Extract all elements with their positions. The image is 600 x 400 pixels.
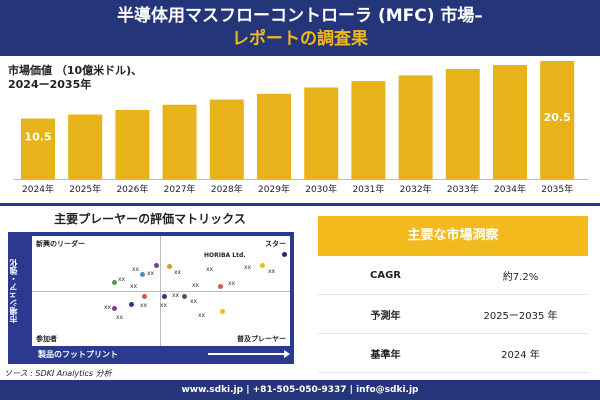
matrix-placeholder-label: xx xyxy=(140,302,148,309)
matrix-dot xyxy=(220,309,225,314)
matrix-placeholder-label: xx xyxy=(172,292,180,299)
matrix-x-axis-label: 製品のフットプリント xyxy=(38,350,118,359)
matrix-dot xyxy=(162,294,167,299)
matrix-placeholder-label: xx xyxy=(132,266,140,273)
x-tick-label: 2035年 xyxy=(541,183,573,195)
matrix-placeholder-label: xx xyxy=(244,264,252,271)
x-tick-label: 2024年 xyxy=(22,183,54,195)
quadrant-top-left-label: 新興のリーダー xyxy=(36,240,85,248)
section-divider xyxy=(0,203,600,206)
insight-row: 予測年 2025ー2035 年 xyxy=(318,295,588,334)
bar-2029年 xyxy=(257,93,291,179)
bar-2026年 xyxy=(115,109,150,179)
matrix-placeholder-label: xx xyxy=(174,269,182,276)
bar-2032年 xyxy=(398,75,433,179)
bar-2030年 xyxy=(304,87,339,179)
header-banner: 半導体用マスフローコントローラ (MFC) 市場– レポートの調査果 xyxy=(0,0,600,56)
matrix-dot xyxy=(167,264,172,269)
bar-2027年 xyxy=(162,104,197,179)
matrix-dot xyxy=(112,306,117,311)
matrix-placeholder-label: xx xyxy=(190,298,198,305)
quadrant-top-right-label: スター xyxy=(265,240,286,248)
quadrant-bottom-left-label: 参加者 xyxy=(36,335,57,343)
x-tick-label: 2026年 xyxy=(116,183,148,195)
matrix-placeholder-label: xx xyxy=(206,266,214,273)
matrix-dot xyxy=(129,302,134,307)
bar-2035年 xyxy=(540,61,575,179)
matrix-dot xyxy=(282,252,287,257)
matrix-dot xyxy=(260,263,265,268)
market-value-bar-chart: 2024年 10.5 2025年 2026年 2027年 2028年 2029年 2030年 2… xyxy=(14,61,588,195)
report-title: 半導体用マスフローコントローラ (MFC) 市場– xyxy=(117,6,483,26)
quadrant-bottom-right-label: 普及プレーヤー xyxy=(237,335,286,343)
x-tick-label: 2033年 xyxy=(447,183,479,195)
x-tick-label: 2027年 xyxy=(164,183,196,195)
matrix-y-axis-label: 市場シェア・強化 xyxy=(9,259,18,323)
matrix-dot xyxy=(182,294,187,299)
contact-footer: www.sdki.jp | +81-505-050-9337 | info@sd… xyxy=(0,380,600,400)
bar-value-label: 20.5 xyxy=(544,111,571,124)
matrix-vertical-divider xyxy=(160,236,161,346)
insights-title: 主要な市場洞察 xyxy=(318,216,588,256)
highlight-company-label: HORIBA Ltd. xyxy=(204,252,246,259)
matrix-placeholder-label: xx xyxy=(192,282,200,289)
chart-description-line1: 市場価値 （10億米ドル)、 xyxy=(8,64,143,77)
bar-2025年 xyxy=(68,114,103,179)
matrix-placeholder-label: xx xyxy=(116,314,124,321)
matrix-title: 主要プレーヤーの評価マトリックス xyxy=(54,212,246,226)
x-tick-label: 2034年 xyxy=(494,183,526,195)
matrix-dot xyxy=(218,284,223,289)
x-tick-label: 2030年 xyxy=(305,183,337,195)
matrix-placeholder-label: xx xyxy=(118,276,126,283)
matrix-horizontal-divider xyxy=(32,291,290,292)
x-tick-label: 2031年 xyxy=(352,183,384,195)
insight-key: 基準年 xyxy=(370,349,401,361)
x-axis-arrow-icon xyxy=(208,350,290,358)
matrix-plot-area: 新興のリーダー スター 参加者 普及プレーヤー HORIBA Ltd. xx x… xyxy=(32,236,290,346)
x-tick-label: 2029年 xyxy=(258,183,290,195)
chart-description: 市場価値 （10億米ドル)、 2024ー2035年 xyxy=(8,64,142,92)
insight-key: CAGR xyxy=(370,269,401,281)
insight-value: 約7.2% xyxy=(502,271,539,283)
insight-row: CAGR 約7.2% xyxy=(318,256,588,295)
bar-2031年 xyxy=(351,81,386,179)
bar-2034年 xyxy=(493,65,527,179)
bar-2028年 xyxy=(209,99,244,179)
matrix-dot xyxy=(140,272,145,277)
bar-2024年 xyxy=(21,118,55,179)
matrix-placeholder-label: xx xyxy=(268,268,276,275)
source-note: ソース : SDKI Analytics 分析 xyxy=(4,369,112,378)
insight-value: 2024 年 xyxy=(501,349,540,361)
insight-value: 2025ー2035 年 xyxy=(483,310,558,322)
report-subtitle: レポートの調査果 xyxy=(232,29,368,49)
matrix-placeholder-label: xx xyxy=(228,280,236,287)
matrix-dot xyxy=(142,294,147,299)
matrix-placeholder-label: xx xyxy=(130,283,138,290)
matrix-placeholder-label: xx xyxy=(198,312,206,319)
matrix-placeholder-label: xx xyxy=(147,270,155,277)
matrix-placeholder-label: xx xyxy=(104,304,112,311)
x-tick-label: 2028年 xyxy=(211,183,243,195)
market-insights-table: 主要な市場洞察 CAGR 約7.2% 予測年 2025ー2035 年 基準年 2… xyxy=(318,216,588,376)
x-tick-label: 2025年 xyxy=(69,183,101,195)
x-tick-label: 2032年 xyxy=(400,183,432,195)
insight-row: 基準年 2024 年 xyxy=(318,334,588,373)
matrix-placeholder-label: xx xyxy=(160,302,168,309)
matrix-dot xyxy=(112,280,117,285)
matrix-dot xyxy=(154,263,159,268)
insight-key: 予測年 xyxy=(370,310,401,322)
chart-description-line2: 2024ー2035年 xyxy=(8,78,92,91)
evaluation-matrix: 市場シェア・強化 新興のリーダー スター 参加者 普及プレーヤー HORIBA … xyxy=(8,232,294,364)
bar-2033年 xyxy=(445,69,480,179)
bar-value-label: 10.5 xyxy=(24,131,51,144)
